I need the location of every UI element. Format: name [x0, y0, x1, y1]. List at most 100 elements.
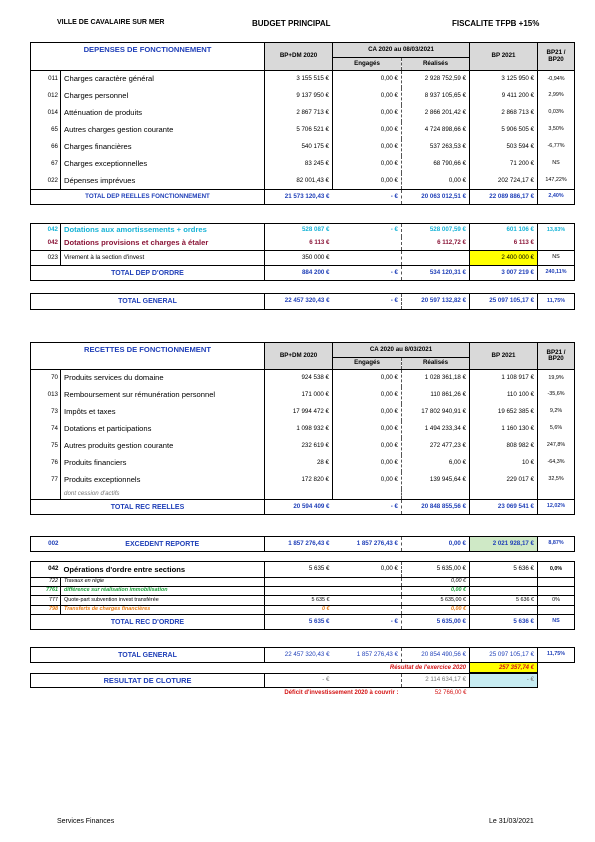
resultat-cloture-row: RESULTAT DE CLOTURE - € 2 114 634,17 € -… — [29, 673, 575, 688]
row-code: 7761 — [30, 586, 61, 596]
table-row: 042 Dotations aux amortissements + ordre… — [30, 223, 575, 237]
row-bp: 232 619 € — [264, 437, 333, 455]
row-real: 272 477,23 € — [401, 437, 471, 455]
row-bp21: 601 106 € — [469, 223, 538, 237]
row-bp: 0 € — [264, 605, 333, 615]
row-bp21: 10 € — [469, 454, 539, 472]
dep-col-bp21: BP 2021 — [469, 42, 539, 71]
row-bp21: 71 200 € — [469, 155, 539, 173]
row-code: 042 — [30, 236, 61, 251]
dep-col-ratio: BP21 / BP20 — [537, 42, 576, 71]
row-real: 5 635,00 € — [401, 561, 470, 578]
total-row: TOTAL DEP REELLES FONCTIONNEMENT 21 573 … — [30, 189, 576, 205]
budget-title: BUDGET PRINCIPAL — [252, 19, 331, 28]
row-bp: 1 098 932 € — [264, 420, 333, 438]
row-ratio: 9,2% — [537, 403, 576, 421]
row-code: 023 — [30, 250, 61, 266]
resultat-exercice-value: 257 357,74 € — [469, 662, 539, 673]
row-real: 0,00 € — [401, 172, 471, 190]
row-code: 77 — [30, 471, 61, 489]
depenses-table: DEPENSES DE FONCTIONNEMENT BP+DM 2020 CA… — [30, 42, 576, 205]
table-row: 798 Transferts de charges financières 0 … — [30, 605, 575, 615]
row-real: 537 263,53 € — [401, 138, 471, 156]
total-bp: 22 457 320,43 € — [264, 647, 333, 663]
row-bp: 172 820 € — [264, 471, 333, 489]
row-ratio — [537, 577, 575, 587]
total-ratio: 11,75% — [537, 293, 576, 310]
row-code: 011 — [30, 70, 61, 88]
recettes-table: RECETTES DE FONCTIONNEMENT BP+DM 2020 CA… — [30, 342, 576, 515]
row-real: 6,00 € — [401, 454, 471, 472]
total-bp: 20 594 409 € — [264, 499, 333, 515]
deficit-row: Déficit d'investissement 2020 à couvrir … — [31, 688, 575, 698]
row-code: 74 — [30, 420, 61, 438]
table-row: 023 Virement à la section d'invest 350 0… — [30, 250, 575, 266]
row-bp21: 229 017 € — [469, 471, 539, 489]
row-ratio — [537, 605, 575, 615]
row-real: 17 802 940,91 € — [401, 403, 471, 421]
operations-ordre-table: 042 Opérations d'ordre entre sections 5 … — [30, 561, 575, 630]
row-bp — [264, 586, 333, 596]
dep-col-ca: CA 2020 au 08/03/2021 — [332, 42, 471, 58]
table-row: 70 Produits services du domaine 924 538 … — [30, 369, 576, 387]
rec-col-bp: BP+DM 2020 — [264, 342, 333, 370]
total-label: TOTAL GENERAL — [29, 647, 265, 663]
total-ratio: 2,40% — [537, 189, 576, 205]
row-eng: - € — [332, 223, 402, 237]
dep-col-eng: Engagés — [332, 57, 402, 71]
total-row: TOTAL REC REELLES 20 594 409 € - € 20 84… — [30, 499, 576, 515]
total-row: TOTAL DEP D'ORDRE 884 200 € - € 534 120,… — [30, 265, 575, 281]
row-eng: 0,00 € — [332, 386, 402, 404]
row-code: 65 — [30, 121, 61, 139]
table-row: 042 Dotations provisions et charges à ét… — [30, 236, 575, 251]
row-ratio: -6,77% — [537, 138, 576, 156]
row-bp: 1 857 276,43 € — [264, 536, 333, 552]
total-bp21: 25 097 105,17 € — [469, 647, 539, 663]
row-real: 0,00 € — [401, 586, 470, 596]
row-label: Atténuation de produits — [60, 104, 265, 122]
table-row: 777 Quote-part subvention invest transfé… — [30, 595, 575, 606]
row-real: 2 866 201,42 € — [401, 104, 471, 122]
row-code: 042 — [30, 561, 61, 578]
resultat-exercice-row: Résultat de l'exercice 2020 257 357,74 € — [31, 662, 575, 673]
row-bp21: 1 108 917 € — [469, 369, 539, 387]
row-code: 722 — [30, 577, 61, 587]
deficit-value: 52 766,00 € — [434, 689, 467, 696]
row-bp: 28 € — [264, 454, 333, 472]
row-eng: 0,00 € — [332, 471, 402, 489]
row-real: 0,00 € — [401, 605, 470, 615]
row-bp: 528 087 € — [264, 223, 333, 237]
row-code: 66 — [30, 138, 61, 156]
row-bp: 2 867 713 € — [264, 104, 333, 122]
footer-date: Le 31/03/2021 — [489, 818, 534, 825]
row-eng: 0,00 € — [332, 155, 402, 173]
total-ratio: 12,02% — [537, 499, 576, 515]
row-real: 1 494 233,34 € — [401, 420, 471, 438]
row-label: Dotations et participations — [60, 420, 265, 438]
footer-service: Services Finances — [57, 818, 115, 825]
row-real: 528 007,59 € — [401, 223, 470, 237]
rec-col-real: Réalisés — [401, 357, 471, 370]
row-ratio: 0,0% — [537, 561, 575, 578]
total-eng: 1 857 276,43 € — [332, 647, 403, 663]
row-label: différence sur réalisation immobilisatio… — [60, 586, 265, 596]
row-eng: 1 857 276,43 € — [332, 536, 402, 552]
resultat-cloture-bp: - € — [264, 673, 333, 688]
row-eng: 0,00 € — [332, 437, 402, 455]
row-bp21: 1 160 130 € — [469, 420, 539, 438]
row-code: 022 — [30, 172, 61, 190]
table-row: 011 Charges caractère général 3 155 515 … — [30, 70, 576, 88]
row-bp21: 808 982 € — [469, 437, 539, 455]
row-label: Charges exceptionnelles — [60, 155, 265, 173]
row-real: 4 724 898,66 € — [401, 121, 471, 139]
table-row: 73 Impôts et taxes 17 994 472 € 0,00 € 1… — [30, 403, 576, 421]
table-row: 66 Charges financières 540 175 € 0,00 € … — [30, 138, 576, 156]
row-label: Remboursement sur rémunération personnel — [60, 386, 265, 404]
row-eng: 0,00 € — [332, 403, 402, 421]
row-ratio: 8,87% — [537, 536, 575, 552]
total-bp: 884 200 € — [264, 265, 333, 281]
row-code: 798 — [30, 605, 61, 615]
total-eng: - € — [332, 614, 402, 630]
row-bp: 5 706 521 € — [264, 121, 333, 139]
dont-cession-label: dont cession d'actifs — [60, 488, 265, 500]
